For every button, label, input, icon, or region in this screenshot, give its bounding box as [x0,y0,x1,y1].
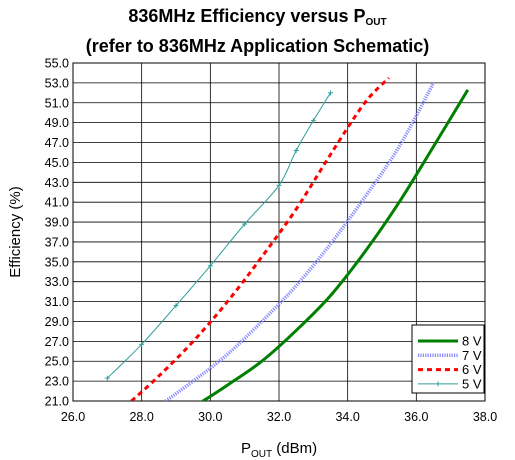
legend-label-5v: 5 V [462,376,482,391]
y-tick-label: 33.0 [45,275,69,289]
series-point-5v [328,90,333,96]
legend-box [411,324,485,394]
x-tick-labels: 26.0 28.0 30.0 32.0 34.0 36.0 38.0 [61,410,497,424]
y-tick-label: 29.0 [45,315,69,329]
x-tick-label: 36.0 [404,410,428,424]
legend-label-6v: 6 V [462,362,482,377]
legend: 8 V7 V6 V5 V [411,324,485,394]
chart-title-line1: 836MHz Efficiency versus POUT [128,6,387,28]
series-point-5v [207,263,213,269]
y-tick-label: 47.0 [45,136,69,150]
series-line-8v [200,89,470,401]
x-tick-label: 28.0 [129,410,153,424]
y-tick-label: 39.0 [45,216,69,230]
y-tick-label: 49.0 [45,116,69,130]
series-point-5v [139,341,145,347]
y-tick-label: 43.0 [45,176,69,190]
y-axis-title: Efficiency (%) [7,186,24,277]
y-tick-label: 25.0 [45,355,69,369]
series-point-5v [276,182,282,188]
y-tick-label: 31.0 [45,295,69,309]
x-tick-label: 38.0 [473,410,497,424]
x-axis-title: POUT (dBm) [241,440,317,460]
y-tick-label: 37.0 [45,235,69,249]
y-tick-label: 55.0 [45,57,69,71]
x-tick-label: 30.0 [198,410,222,424]
series-point-5v [104,375,110,381]
y-tick-label: 21.0 [45,395,69,409]
series-line-6v [130,76,390,401]
legend-label-8v: 8 V [462,334,482,349]
series-point-5v [293,147,299,153]
y-tick-label: 45.0 [45,156,69,170]
y-tick-labels: 21.0 23.0 25.0 27.0 29.0 31.0 33.0 35.0 37.0 39.0… [45,57,69,409]
chart-title-subscript: OUT [365,17,387,28]
y-tick-label: 53.0 [45,76,69,90]
x-axis-title-subscript: OUT [251,449,272,460]
series-point-5v [310,118,316,124]
series-point-5v [173,303,179,309]
chart-title-line2: (refer to 836MHz Application Schematic) [85,36,430,56]
y-tick-label: 35.0 [45,255,69,269]
grid-lines [72,62,486,402]
y-tick-label: 41.0 [45,196,69,210]
legend-label-7v: 7 V [462,348,482,363]
y-tick-label: 23.0 [45,375,69,389]
series-point-5v [242,221,248,227]
y-tick-label: 51.0 [45,96,69,110]
y-tick-label: 27.0 [45,335,69,349]
series-group [104,76,470,401]
x-tick-label: 34.0 [335,410,359,424]
x-tick-label: 32.0 [267,410,291,424]
x-tick-label: 26.0 [61,410,85,424]
